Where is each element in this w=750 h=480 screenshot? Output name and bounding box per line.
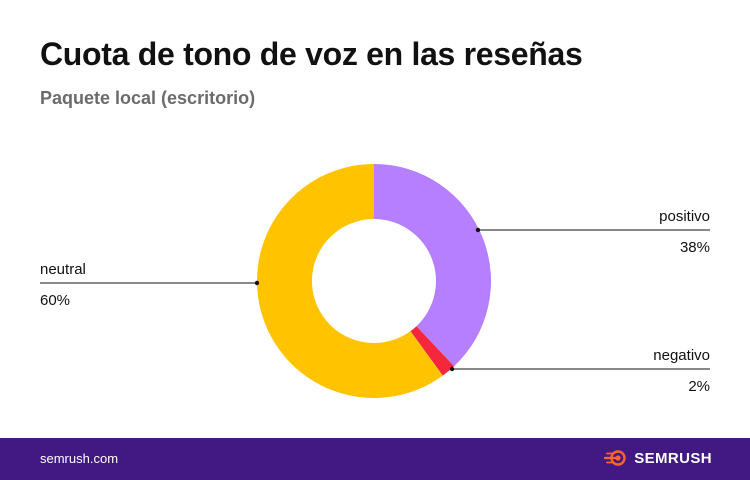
leader-dot-neutral [254,280,260,286]
slice-label-neutral: neutral [40,261,86,278]
slice-label-positivo: positivo [659,208,710,225]
chart-subtitle: Paquete local (escritorio) [40,88,256,108]
brand-logo: SEMRUSH [604,449,712,467]
slice-negativo [410,326,455,376]
donut-chart: positivo 38% negativo 2% neutral 60% [40,164,710,398]
slice-value-positivo: 38% [680,239,710,256]
slice-value-negativo: 2% [688,378,710,395]
slice-positivo [374,164,492,367]
slice-label-negativo: negativo [653,347,710,364]
leader-dot-negativo [449,366,455,372]
brand-name: SEMRUSH [634,449,712,467]
chart-title: Cuota de tono de voz en las reseñas [40,36,583,72]
footer-url[interactable]: semrush.com [40,451,119,466]
slice-neutral [257,164,443,398]
footer-bar: semrush.com SEMRUSH [0,438,750,480]
semrush-fire-icon [604,450,626,466]
slice-value-neutral: 60% [40,292,70,309]
leader-dot-positivo [475,227,481,233]
